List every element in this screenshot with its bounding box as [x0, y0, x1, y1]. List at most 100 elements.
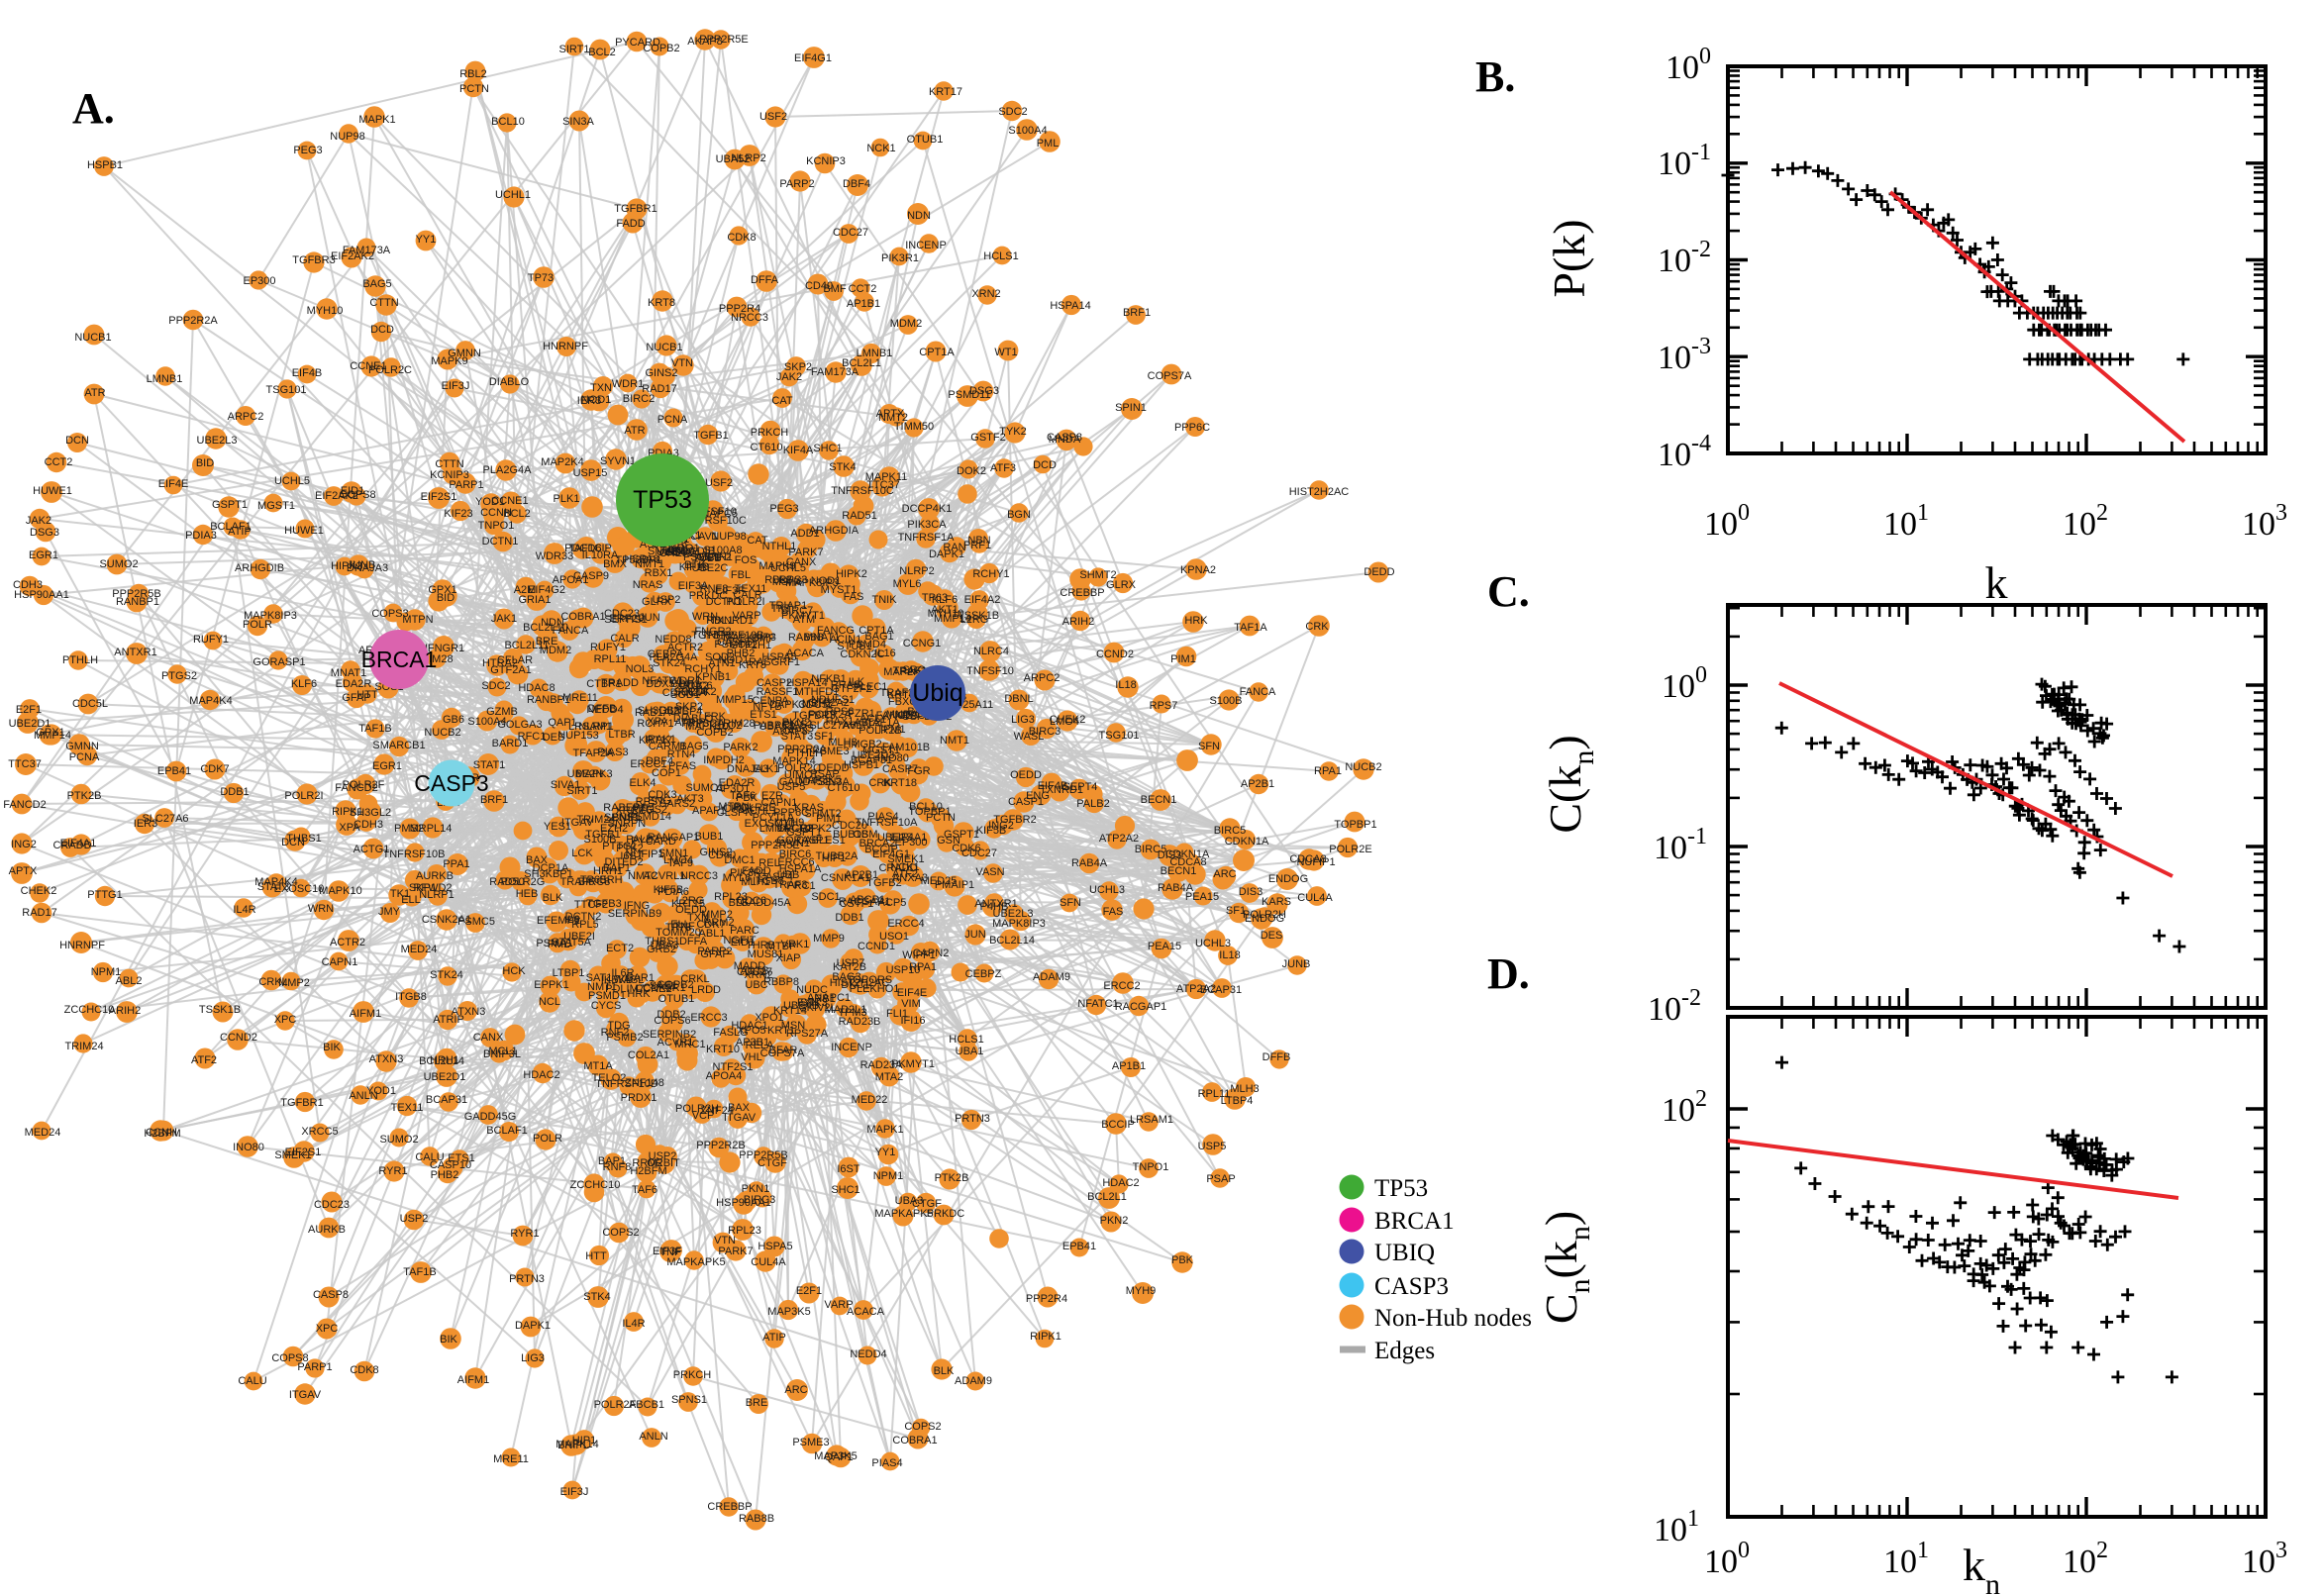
svg-text:WASL: WASL [1014, 731, 1045, 743]
svg-text:PPA1: PPA1 [443, 858, 469, 870]
svg-text:SHC1: SHC1 [831, 1184, 859, 1196]
svg-text:COL2A1: COL2A1 [628, 1049, 669, 1061]
svg-text:PEG3: PEG3 [769, 503, 798, 515]
svg-text:OEDD: OEDD [1010, 769, 1042, 781]
svg-text:AP1B1: AP1B1 [847, 298, 880, 310]
svg-text:MDM2: MDM2 [890, 318, 922, 330]
svg-text:TNFRSF1A: TNFRSF1A [898, 532, 956, 544]
svg-text:DITED2: DITED2 [604, 856, 643, 868]
svg-text:BRCA1: BRCA1 [1374, 1208, 1455, 1235]
svg-text:CDKN2A: CDKN2A [662, 687, 707, 699]
svg-text:PBK: PBK [1171, 1254, 1194, 1266]
svg-text:ANLN: ANLN [349, 1090, 377, 1102]
svg-text:INCENP: INCENP [905, 240, 947, 251]
svg-text:VRK1: VRK1 [781, 939, 810, 950]
svg-text:KRT8: KRT8 [648, 297, 675, 309]
svg-text:PYCARD: PYCARD [631, 836, 676, 848]
svg-text:MT1A: MT1A [583, 1060, 613, 1072]
svg-text:USP7: USP7 [837, 957, 865, 969]
svg-text:ADD1: ADD1 [790, 528, 819, 540]
svg-text:JUNB: JUNB [1282, 958, 1311, 970]
svg-text:MED22: MED22 [852, 1094, 888, 1106]
svg-text:RAD17: RAD17 [22, 907, 56, 919]
svg-text:SMEK1: SMEK1 [274, 1149, 311, 1161]
svg-text:LMNB1: LMNB1 [147, 373, 183, 385]
svg-text:UCHL3: UCHL3 [1089, 884, 1125, 896]
svg-text:AIFM1: AIFM1 [457, 1374, 489, 1386]
svg-text:EIF3J: EIF3J [560, 1486, 589, 1498]
svg-text:HNRNPF: HNRNPF [59, 940, 105, 951]
svg-text:XRN2: XRN2 [971, 288, 1000, 300]
svg-text:KLF6: KLF6 [291, 678, 317, 690]
svg-text:ATF3: ATF3 [990, 462, 1016, 474]
svg-text:LMO4: LMO4 [1050, 716, 1079, 728]
svg-text:XPC: XPC [316, 1323, 339, 1335]
svg-text:FNGR2: FNGR2 [694, 626, 731, 638]
svg-text:CALU: CALU [238, 1375, 266, 1387]
svg-text:ERCC6: ERCC6 [777, 856, 814, 868]
svg-text:CASP3: CASP3 [414, 770, 488, 796]
svg-text:PTTG1: PTTG1 [87, 889, 122, 901]
svg-text:PIAS4: PIAS4 [871, 1457, 902, 1469]
svg-text:KRT18: KRT18 [883, 777, 917, 789]
svg-text:GORASP1: GORASP1 [252, 656, 305, 668]
svg-text:DMC1: DMC1 [724, 854, 755, 866]
svg-text:COPB2: COPB2 [656, 979, 693, 991]
svg-text:BCL10: BCL10 [491, 116, 525, 128]
svg-text:HRH1: HRH1 [430, 1054, 459, 1066]
svg-text:DIS3: DIS3 [1239, 886, 1262, 898]
svg-text:CASP6: CASP6 [717, 637, 753, 648]
svg-text:LTBP4: LTBP4 [670, 706, 703, 718]
svg-text:DCTN2: DCTN2 [565, 911, 602, 923]
svg-text:FANCA: FANCA [1240, 686, 1276, 698]
svg-text:NTHL1: NTHL1 [762, 541, 797, 552]
svg-text:ABL2: ABL2 [116, 975, 143, 987]
svg-text:TGFB1: TGFB1 [693, 430, 728, 442]
svg-text:RPL11: RPL11 [1198, 1088, 1231, 1100]
svg-text:PDIA3: PDIA3 [185, 530, 217, 542]
svg-text:IL16: IL16 [874, 648, 895, 659]
svg-text:PARP2: PARP2 [779, 178, 814, 190]
svg-text:SERPINB2: SERPINB2 [643, 1029, 696, 1041]
svg-text:PKN1: PKN1 [742, 1183, 770, 1195]
svg-text:PDIA6: PDIA6 [657, 886, 689, 898]
svg-text:E2F1: E2F1 [796, 1285, 822, 1297]
svg-text:NUP98: NUP98 [711, 531, 746, 543]
svg-text:LIG3: LIG3 [1011, 714, 1035, 726]
svg-text:UBIQ: UBIQ [1374, 1240, 1435, 1266]
svg-text:CDC27: CDC27 [961, 848, 997, 859]
svg-text:WRN: WRN [308, 903, 334, 915]
svg-text:TFAP2A: TFAP2A [573, 748, 615, 759]
svg-text:PRKCH: PRKCH [673, 1369, 712, 1381]
svg-text:BAG5: BAG5 [362, 278, 391, 290]
svg-text:USP5: USP5 [1198, 1141, 1227, 1152]
svg-text:MAPKAPK5: MAPKAPK5 [874, 1208, 933, 1220]
svg-text:DAPK3: DAPK3 [769, 699, 805, 711]
svg-text:ARHGDIB: ARHGDIB [235, 562, 284, 574]
svg-text:HCLS1: HCLS1 [983, 250, 1018, 262]
svg-text:PPP6C: PPP6C [1174, 422, 1210, 434]
svg-text:L2RG: L2RG [960, 614, 989, 626]
svg-text:EIF4G1: EIF4G1 [872, 848, 910, 860]
svg-text:NFATC1: NFATC1 [1077, 998, 1118, 1010]
svg-text:GRB2: GRB2 [647, 944, 676, 955]
svg-text:INCENP: INCENP [831, 1042, 872, 1053]
svg-text:TELO2: TELO2 [592, 1072, 627, 1084]
svg-text:NCK1: NCK1 [866, 143, 895, 154]
svg-text:RAB8B: RAB8B [739, 1513, 774, 1525]
svg-text:TP73: TP73 [528, 272, 554, 284]
svg-text:BECN1: BECN1 [1141, 794, 1177, 806]
svg-text:SNURF: SNURF [648, 546, 685, 557]
svg-text:SYVN1: SYVN1 [600, 455, 636, 467]
svg-text:RIPK2: RIPK2 [800, 823, 832, 835]
svg-text:CANX: CANX [473, 1032, 504, 1044]
svg-text:XPC: XPC [274, 1014, 297, 1026]
svg-text:ZCCHC10: ZCCHC10 [570, 1179, 621, 1191]
svg-text:RPL11: RPL11 [594, 653, 627, 665]
svg-text:EIF2S1: EIF2S1 [421, 491, 457, 503]
svg-text:BRE: BRE [746, 1397, 768, 1409]
svg-text:MMP2: MMP2 [278, 977, 310, 989]
svg-text:MAPK8IP3: MAPK8IP3 [992, 918, 1046, 930]
svg-text:LRDD: LRDD [691, 984, 721, 996]
svg-text:HSP90AA1: HSP90AA1 [14, 589, 69, 601]
